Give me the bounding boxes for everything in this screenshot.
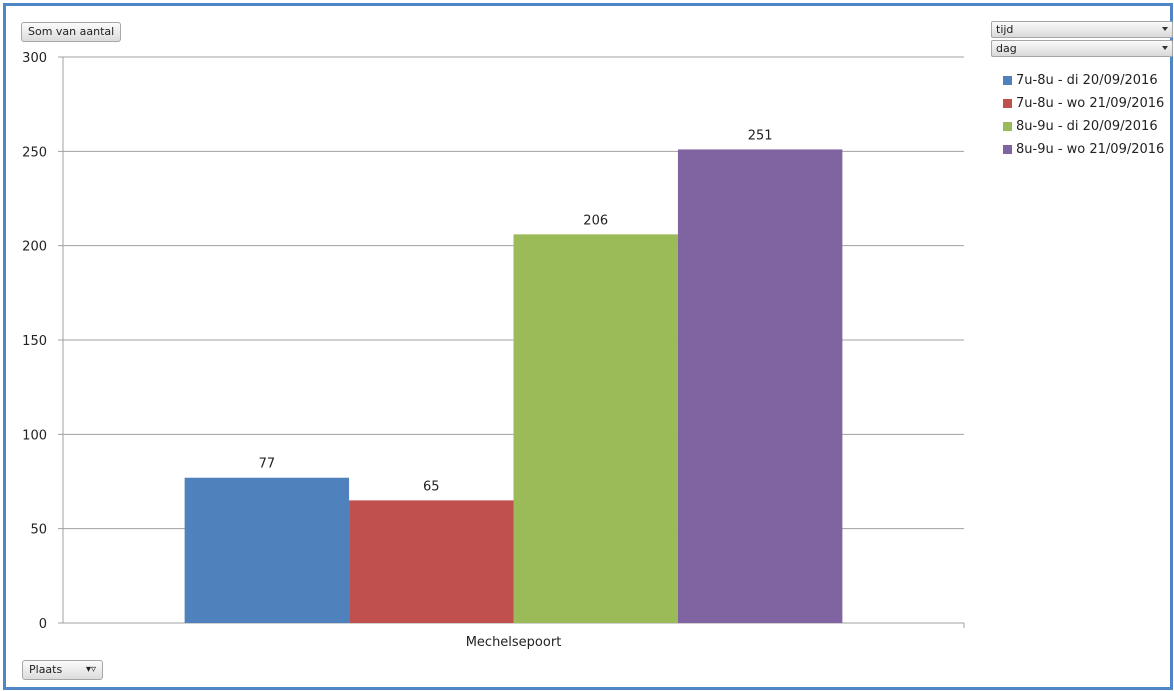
y-tick-label: 200 xyxy=(22,240,47,255)
y-tick-label: 150 xyxy=(22,334,47,349)
legend-item[interactable]: 7u-8u - wo 21/09/2016 xyxy=(1003,92,1164,115)
y-tick-label: 0 xyxy=(39,617,47,632)
legend-swatch xyxy=(1003,145,1012,154)
filter-dropdown-label: dag xyxy=(996,42,1017,55)
legend-item[interactable]: 8u-9u - di 20/09/2016 xyxy=(1003,115,1164,138)
legend-swatch xyxy=(1003,99,1012,108)
y-tick-label: 50 xyxy=(30,523,47,538)
filter-dropdown-dag[interactable]: dag xyxy=(991,40,1173,57)
axis-field-label: Plaats xyxy=(29,663,63,676)
bar-3[interactable] xyxy=(513,234,678,623)
chart-legend: 7u-8u - di 20/09/2016 7u-8u - wo 21/09/20… xyxy=(1003,69,1164,161)
bar-2[interactable] xyxy=(349,500,514,623)
chevron-down-icon xyxy=(1162,46,1168,50)
y-tick-label: 300 xyxy=(22,51,47,66)
legend-item[interactable]: 7u-8u - di 20/09/2016 xyxy=(1003,69,1164,92)
x-category-label: Mechelsepoort xyxy=(466,635,562,650)
data-label: 65 xyxy=(423,479,440,494)
value-field-button[interactable]: Som van aantal xyxy=(21,22,122,42)
chevron-down-icon xyxy=(1162,27,1168,31)
legend-item[interactable]: 8u-9u - wo 21/09/2016 xyxy=(1003,138,1164,161)
data-label: 77 xyxy=(259,457,276,472)
data-label: 251 xyxy=(748,128,773,143)
chart-frame: Som van aantal 0 50 100 150 200 250 300 77 65 206… xyxy=(3,3,1173,690)
legend-label: 7u-8u - wo 21/09/2016 xyxy=(1016,96,1165,111)
bar-4[interactable] xyxy=(677,149,843,624)
y-tick-label: 250 xyxy=(22,145,47,160)
legend-label: 8u-9u - di 20/09/2016 xyxy=(1016,119,1158,134)
y-tick-label: 100 xyxy=(22,428,47,443)
filter-dropdown-label: tijd xyxy=(996,23,1014,36)
axis-field-button[interactable]: Plaats ▾▿ xyxy=(22,660,103,680)
bar-chart: 0 50 100 150 200 250 300 77 65 206 251 Mechelsepoor… xyxy=(22,51,965,650)
bar-1[interactable] xyxy=(184,477,350,623)
data-label: 206 xyxy=(583,213,608,228)
filter-dropdown-icon: ▾▿ xyxy=(85,664,96,675)
legend-swatch xyxy=(1003,76,1012,85)
legend-label: 7u-8u - di 20/09/2016 xyxy=(1016,73,1158,88)
legend-swatch xyxy=(1003,122,1012,131)
filter-dropdown-tijd[interactable]: tijd xyxy=(991,21,1173,38)
legend-label: 8u-9u - wo 21/09/2016 xyxy=(1016,142,1165,157)
